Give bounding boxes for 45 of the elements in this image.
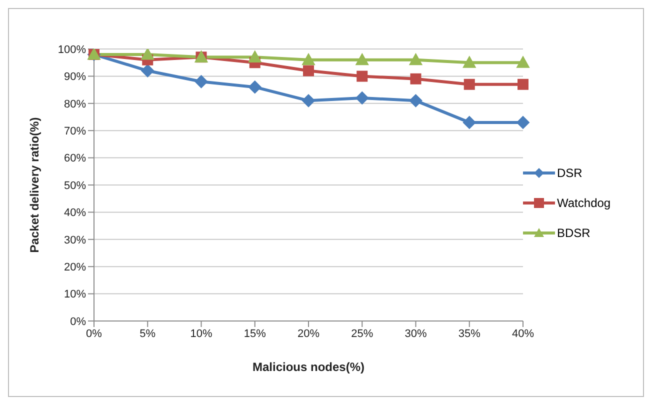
point: [141, 49, 154, 60]
point: [462, 56, 476, 68]
point: [409, 94, 422, 108]
point: [356, 53, 369, 66]
point: [194, 75, 208, 88]
point: [462, 116, 476, 129]
y-tick-label: 100%: [58, 44, 86, 56]
x-tick-label: 25%: [351, 328, 374, 340]
y-tick-label: 40%: [64, 207, 86, 220]
y-tick-label: 10%: [64, 288, 86, 301]
x-tick-label: 10%: [190, 328, 212, 340]
x-axis-title: Malicious nodes(%): [252, 360, 365, 374]
point: [302, 94, 315, 108]
point: [516, 56, 530, 68]
y-tick-label: 30%: [64, 234, 86, 246]
legend-label: BDSR: [557, 226, 590, 240]
legend-label: Watchdog: [557, 196, 611, 210]
x-tick-label: 30%: [404, 328, 427, 340]
point: [410, 73, 422, 84]
point: [248, 50, 262, 62]
x-tick-label: 15%: [244, 328, 266, 340]
point: [464, 78, 475, 90]
point: [303, 65, 314, 76]
x-tick-label: 20%: [297, 328, 320, 340]
point: [302, 53, 315, 66]
legend-label: DSR: [557, 166, 582, 180]
x-tick-label: 5%: [140, 328, 156, 340]
y-tick-label: 50%: [64, 180, 86, 192]
y-tick-label: 0%: [70, 316, 86, 328]
point: [248, 80, 262, 94]
point: [356, 70, 368, 82]
x-tick-label: 40%: [512, 328, 534, 340]
point: [141, 64, 154, 78]
point: [516, 116, 530, 129]
point: [356, 91, 369, 104]
x-tick-label: 0%: [86, 328, 102, 340]
y-tick-label: 20%: [64, 262, 86, 274]
y-tick-label: 60%: [64, 152, 86, 165]
y-tick-label: 70%: [64, 126, 86, 138]
y-tick-label: 90%: [64, 71, 86, 84]
point: [518, 78, 528, 90]
x-tick-label: 35%: [458, 328, 481, 340]
y-axis-title: Packet delivery ratio(%): [27, 117, 42, 253]
y-tick-label: 80%: [64, 98, 86, 110]
point: [409, 53, 422, 66]
